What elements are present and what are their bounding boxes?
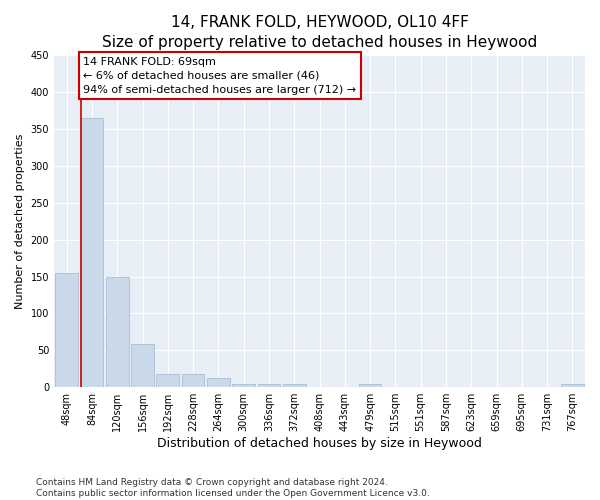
X-axis label: Distribution of detached houses by size in Heywood: Distribution of detached houses by size … [157,437,482,450]
Bar [359,384,382,387]
Bar [131,344,154,387]
Bar [182,374,205,387]
Bar [232,384,255,387]
Text: 14 FRANK FOLD: 69sqm
← 6% of detached houses are smaller (46)
94% of semi-detach: 14 FRANK FOLD: 69sqm ← 6% of detached ho… [83,56,356,94]
Bar [207,378,230,387]
Bar [157,374,179,387]
Bar [283,384,305,387]
Bar [257,384,280,387]
Bar [106,276,128,387]
Bar [55,273,78,387]
Bar [561,384,584,387]
Title: 14, FRANK FOLD, HEYWOOD, OL10 4FF
Size of property relative to detached houses i: 14, FRANK FOLD, HEYWOOD, OL10 4FF Size o… [102,15,537,50]
Text: Contains HM Land Registry data © Crown copyright and database right 2024.
Contai: Contains HM Land Registry data © Crown c… [36,478,430,498]
Bar [80,118,103,387]
Y-axis label: Number of detached properties: Number of detached properties [15,134,25,309]
